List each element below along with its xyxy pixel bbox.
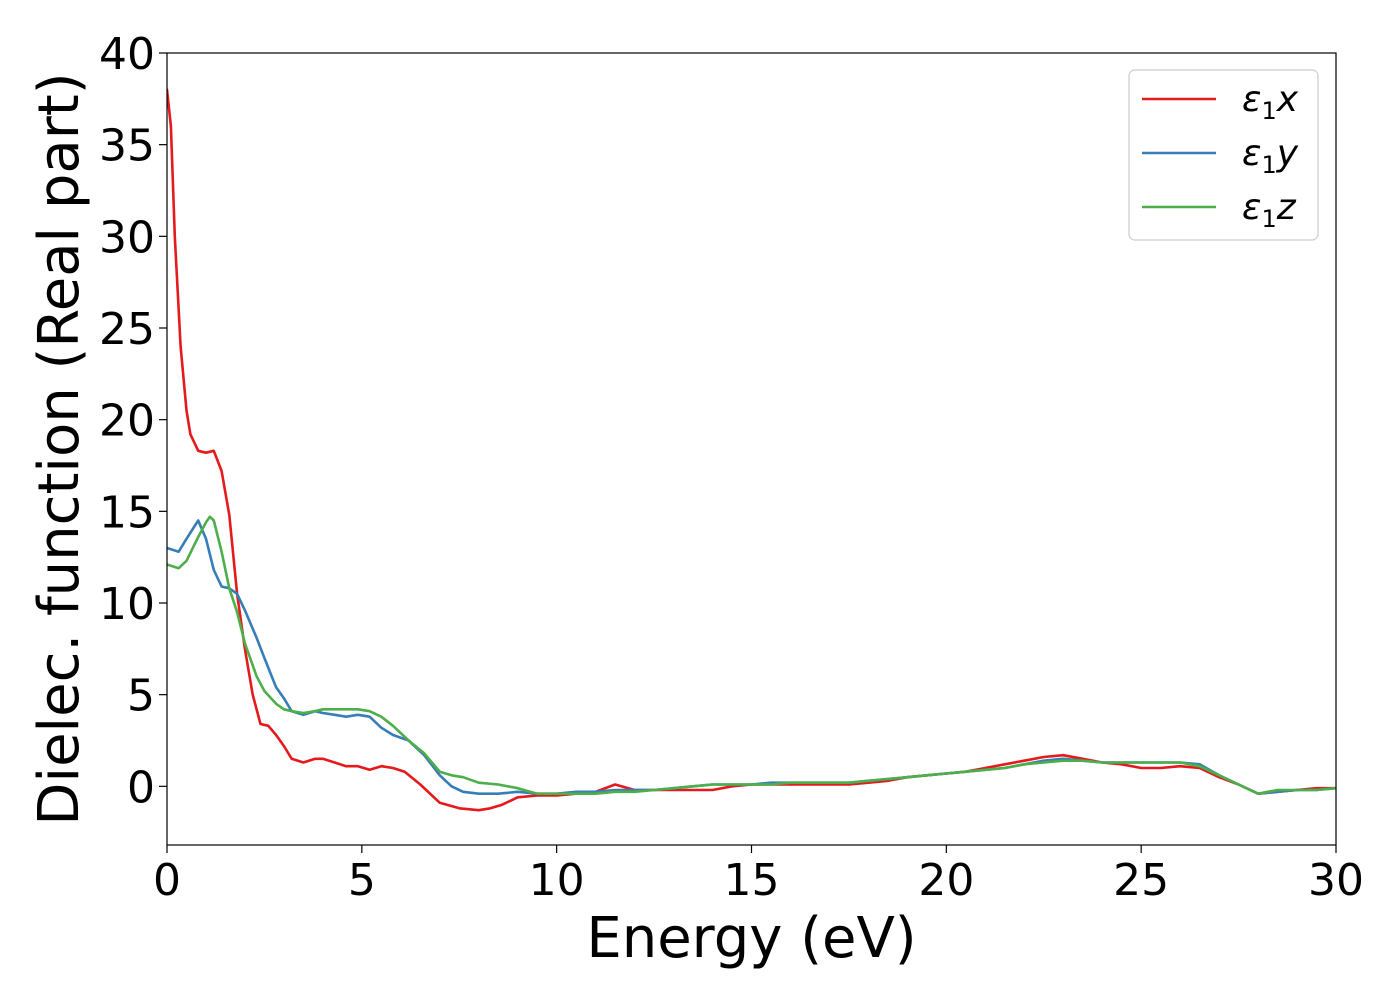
y-tick-label: 15	[99, 487, 155, 538]
y-tick-label: 20	[99, 396, 155, 447]
legend-label-x: ε1x	[1242, 79, 1299, 125]
y-axis-ticks: 0 5 10 15 20 25 30 35 40	[99, 29, 167, 813]
legend: ε1x ε1y ε1z	[1128, 69, 1319, 241]
x-tick-label: 30	[1308, 855, 1364, 906]
y-tick-label: 5	[127, 671, 155, 722]
x-tick-label: 10	[529, 855, 585, 906]
legend-label-z: ε1z	[1242, 187, 1297, 233]
y-tick-label: 30	[99, 212, 155, 263]
x-axis-title: Energy (eV)	[586, 906, 916, 971]
x-tick-label: 0	[153, 855, 181, 906]
y-tick-label: 0	[127, 762, 155, 813]
y-tick-label: 35	[99, 121, 155, 172]
series-lines	[167, 88, 1336, 812]
y-tick-label: 10	[99, 579, 155, 630]
legend-label-y: ε1y	[1242, 133, 1299, 179]
x-tick-label: 5	[348, 855, 376, 906]
x-tick-label: 15	[724, 855, 780, 906]
x-tick-label: 20	[918, 855, 974, 906]
x-axis-ticks: 0 5 10 15 20 25 30	[153, 845, 1364, 906]
legend-box	[1128, 69, 1319, 241]
series-line-z	[167, 515, 1336, 795]
x-tick-label: 25	[1113, 855, 1169, 906]
y-axis-title: Dielec. function (Real part)	[27, 72, 92, 825]
y-tick-label: 40	[99, 29, 155, 80]
y-tick-label: 25	[99, 304, 155, 355]
